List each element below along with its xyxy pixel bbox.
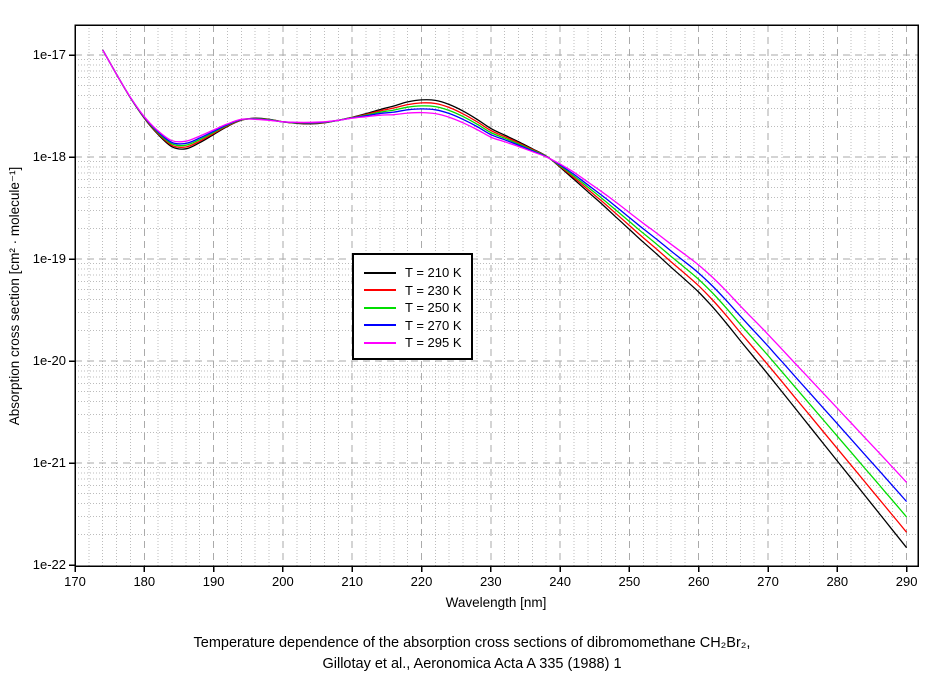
x-tick-label: 180 [133,574,155,589]
y-tick-label: 1e-17 [33,47,66,62]
y-axis-title: Absorption cross section [cm² · molecule… [7,167,22,425]
legend-item-250k: T = 250 K [354,299,471,317]
caption-line-2: Gillotay et al., Aeronomica Acta A 335 (… [322,656,622,672]
x-tick-label: 260 [688,574,710,589]
x-tick-label: 280 [826,574,848,589]
figure-caption: Temperature dependence of the absorption… [0,633,944,675]
legend-line-swatch [364,289,396,292]
legend-item-230k: T = 230 K [354,282,471,300]
x-tick-label: 290 [896,574,918,589]
legend-item-label: T = 230 K [405,282,462,298]
legend-item-label: T = 210 K [405,265,462,281]
curve-230k [102,49,908,533]
y-tick-label: 1e-19 [33,251,66,266]
y-tick-label: 1e-18 [33,149,66,164]
axis-ticks [69,54,908,572]
legend-line-swatch [364,271,396,274]
data-curves [102,49,908,549]
x-tick-label: 250 [619,574,641,589]
curve-295k [102,49,908,483]
x-tick-label: 170 [64,574,86,589]
plot-area-border [74,24,919,567]
x-tick-label: 200 [272,574,294,589]
minor-gridlines [75,25,918,566]
x-tick-label: 270 [757,574,779,589]
y-tick-label: 1e-21 [33,455,66,470]
x-tick-label: 220 [411,574,433,589]
y-tick-label: 1e-22 [33,557,66,572]
x-axis-title: Wavelength [nm] [446,595,547,610]
tick-labels: 170 180 190 200 210 220 230 240 250 260 270 280 290 1… [33,47,918,589]
x-tick-label: 230 [480,574,502,589]
x-tick-label: 240 [549,574,571,589]
legend-item-label: T = 295 K [405,335,462,351]
caption-line-1: Temperature dependence of the absorption… [193,635,751,651]
legend-line-swatch [364,324,396,327]
major-gridlines [75,25,918,566]
legend-item-label: T = 250 K [405,300,462,316]
legend-item-295k: T = 295 K [354,334,471,352]
legend-item-270k: T = 270 K [354,317,471,335]
legend-line-swatch [364,306,396,309]
legend-item-label: T = 270 K [405,317,462,333]
x-tick-label: 190 [203,574,225,589]
legend-item-210k: T = 210 K [354,264,471,282]
x-tick-label: 210 [341,574,363,589]
y-tick-label: 1e-20 [33,353,66,368]
legend-line-swatch [364,341,396,344]
